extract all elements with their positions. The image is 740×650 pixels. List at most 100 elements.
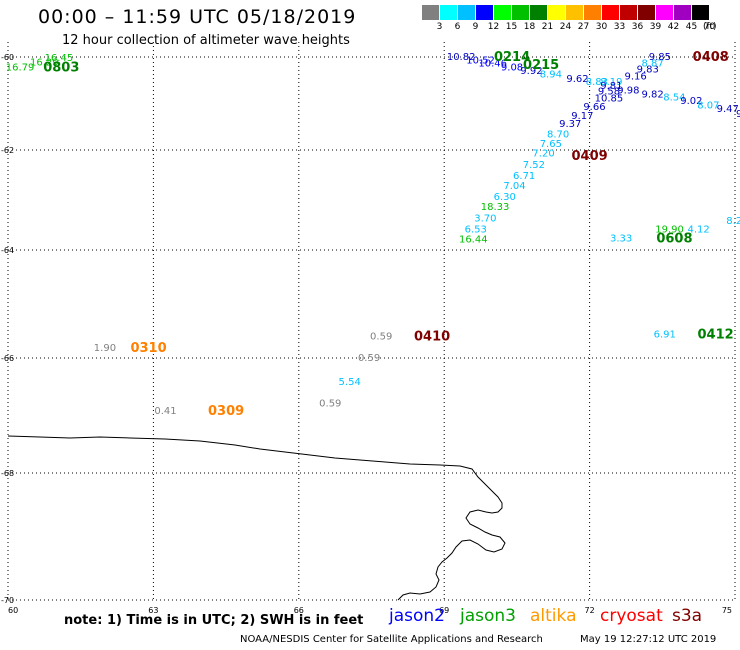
wave-height-value: 8.70	[547, 130, 569, 141]
wave-height-value: 16.29	[30, 58, 59, 69]
wave-height-value: 18.33	[481, 202, 510, 213]
legend-swatch	[692, 5, 709, 20]
legend-swatch	[548, 5, 565, 20]
wave-height-value: 16.44	[459, 235, 488, 246]
legend-bin-label: 33	[613, 22, 626, 32]
legend-bin-label: 18	[523, 22, 536, 32]
legend-bin-label: 70	[703, 22, 716, 32]
wave-height-value: 16.79	[6, 62, 35, 73]
lat-tick-label: -68	[1, 469, 14, 478]
satellite-jason2-label: jason2	[389, 606, 445, 626]
legend-swatch	[674, 5, 691, 20]
wave-height-value: 7.04	[503, 181, 525, 192]
lat-tick-label: -66	[1, 354, 14, 363]
wave-height-value: 8.94	[540, 69, 562, 80]
wave-height-value: 9.17	[571, 111, 593, 122]
lon-tick-label: 69	[439, 606, 449, 615]
wave-height-value: 3.33	[610, 234, 632, 245]
wave-height-value: 6.71	[513, 171, 535, 182]
wave-height-value: 9.82	[641, 89, 663, 100]
legend-unit-label: (ft)	[703, 22, 717, 32]
legend-bin-label: 36	[631, 22, 644, 32]
wave-height-value: 7.52	[523, 160, 545, 171]
wave-height-value: 8.54	[663, 93, 685, 104]
legend-swatch	[422, 5, 439, 20]
lon-tick-label: 75	[722, 606, 732, 615]
wave-height-value: 0.59	[370, 331, 392, 342]
wave-height-value: 4.12	[688, 225, 710, 236]
wave-height-value: 1.90	[94, 343, 116, 354]
wave-height-value: 10.46	[478, 59, 507, 70]
credit-line: NOAA/NESDIS Center for Satellite Applica…	[240, 634, 543, 645]
wave-height-value: 9.58	[598, 86, 620, 97]
pass-time-label: 0408	[693, 50, 729, 65]
lon-tick-label: 63	[148, 606, 158, 615]
wave-height-value: 9.08	[501, 62, 523, 73]
legend-swatch	[584, 5, 601, 20]
legend-swatch	[620, 5, 637, 20]
wave-height-value: 10.52	[466, 55, 495, 66]
wave-height-value: 6.91	[654, 330, 676, 341]
generated-timestamp: May 19 12:27:12 UTC 2019	[580, 634, 717, 645]
legend-bin-label: 3	[436, 22, 443, 32]
wave-height-value: 9.02	[680, 96, 702, 107]
legend-bin-label: 39	[649, 22, 662, 32]
satellite-jason3-label: jason3	[460, 606, 516, 626]
legend-swatch	[494, 5, 511, 20]
antarctic-coastline	[7, 435, 506, 601]
wave-height-value: 9.83	[637, 65, 659, 76]
wave-height-value: 8.07	[697, 100, 719, 111]
wave-height-value: 9.92	[520, 66, 542, 77]
satellite-cryosat-label: cryosat	[600, 606, 663, 626]
legend-swatch	[638, 5, 655, 20]
legend-bin-label: 21	[541, 22, 554, 32]
lon-tick-label: 72	[585, 606, 595, 615]
page-subtitle: 12 hour collection of altimeter wave hei…	[62, 33, 350, 48]
legend-bin-label: 45	[685, 22, 698, 32]
lat-tick-label: -62	[1, 146, 14, 155]
pass-time-label: 0803	[43, 60, 79, 75]
wave-height-value: 8.25	[726, 216, 740, 227]
legend-swatch	[566, 5, 583, 20]
wave-height-value: 9.13	[736, 109, 740, 120]
lat-tick-label: -60	[1, 53, 14, 62]
satellite-altika-label: altika	[530, 606, 577, 626]
wave-height-value: 9.85	[649, 52, 671, 63]
lat-tick-label: -70	[1, 596, 14, 605]
wave-height-value: 8.83	[586, 77, 608, 88]
lat-tick-label: -64	[1, 246, 14, 255]
wave-height-value: 16.45	[45, 53, 74, 64]
wave-height-value: 9.81	[600, 81, 622, 92]
wave-height-value: 0.59	[358, 353, 380, 364]
satellite-s3a-label: s3a	[672, 606, 703, 626]
legend-swatch	[530, 5, 547, 20]
wave-height-value: 9.47	[717, 104, 739, 115]
wave-height-value: 5.54	[339, 377, 361, 388]
wave-height-value: 8.87	[641, 59, 663, 70]
wave-height-value: 0.59	[319, 398, 341, 409]
legend-bin-label: 30	[595, 22, 608, 32]
pass-time-label: 0310	[130, 341, 166, 356]
lat-lon-grid: 60 63 66 69 72 75 -60 -62 -64 -66 -68 -70	[1, 42, 736, 615]
wave-height-value: 7.20	[532, 149, 554, 160]
legend-swatch	[440, 5, 457, 20]
pass-time-label: 0215	[523, 58, 559, 73]
legend-bin-label: 42	[667, 22, 680, 32]
legend-bin-label: 24	[559, 22, 572, 32]
lon-tick-label: 60	[8, 606, 18, 615]
wave-height-value: 10.85	[595, 93, 624, 104]
legend-swatch	[512, 5, 529, 20]
wave-height-value: 0.41	[154, 406, 176, 417]
legend-bin-label: 9	[472, 22, 479, 32]
wave-height-value: 9.37	[559, 119, 581, 130]
legend-bin-label: 6	[454, 22, 461, 32]
legend-bin-label: 27	[577, 22, 590, 32]
wave-height-value: 6.30	[494, 192, 516, 203]
legend-swatch	[656, 5, 673, 20]
wave-height-value: 7.65	[540, 139, 562, 150]
wave-height-value: 6.53	[465, 225, 487, 236]
